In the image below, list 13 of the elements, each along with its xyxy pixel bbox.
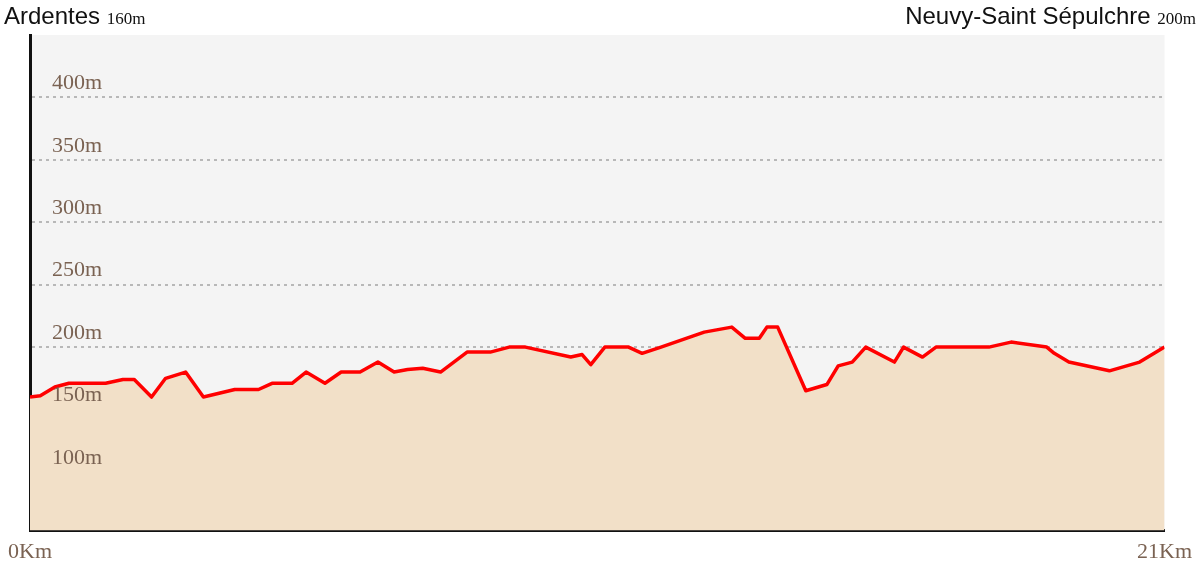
text: 200m: [1157, 9, 1196, 28]
y-tick-label: 100m: [52, 443, 103, 469]
text: Neuvy-Saint Sépulchre: [905, 2, 1151, 29]
y-tick-label: 350m: [52, 131, 103, 157]
text: Ardentes: [4, 2, 101, 29]
y-tick-label: 250m: [52, 256, 103, 282]
x-tick-label: 21Km: [1137, 537, 1192, 563]
y-tick-label: 400m: [52, 69, 103, 95]
text: 160m: [106, 9, 146, 28]
x-tick-label: 0Km: [8, 537, 52, 563]
y-tick-label: 300m: [52, 194, 103, 220]
y-tick-label: 200m: [52, 318, 103, 344]
y-tick-label: 150m: [52, 381, 103, 407]
